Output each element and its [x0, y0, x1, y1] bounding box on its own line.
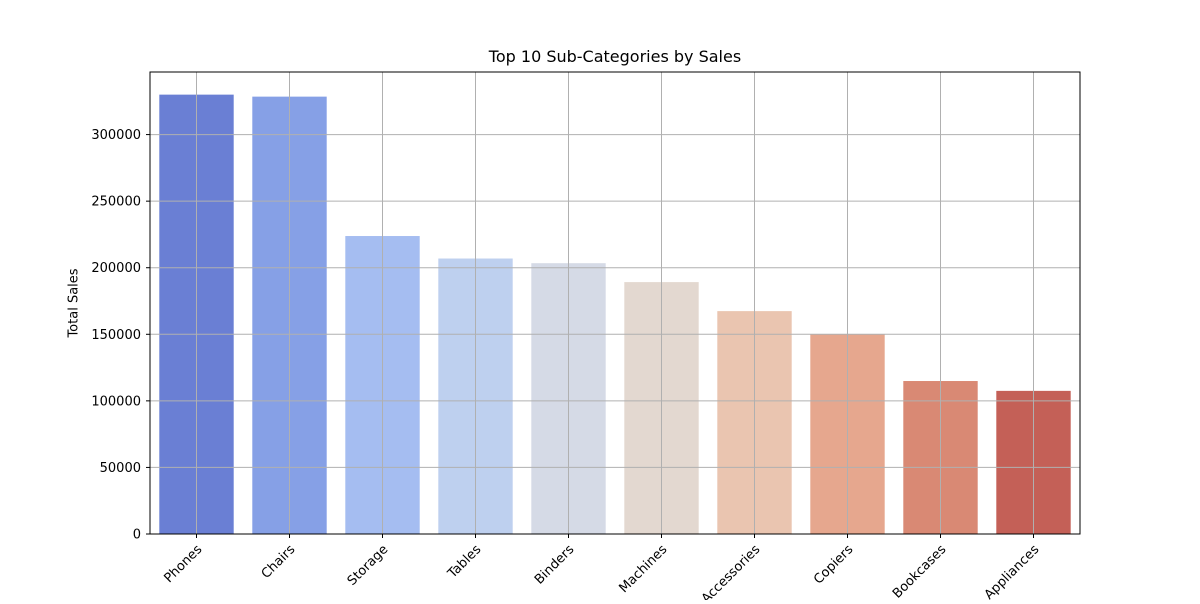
y-tick-label: 150000	[91, 328, 141, 343]
x-tick-label: Machines	[616, 542, 670, 596]
x-tick-label: Copiers	[811, 542, 856, 587]
x-tick-label: Bookcases	[890, 542, 950, 600]
y-tick-label: 100000	[91, 394, 141, 409]
y-tick-label: 50000	[100, 461, 141, 476]
chart-title: Top 10 Sub-Categories by Sales	[488, 47, 742, 66]
x-tick-label: Accessories	[699, 542, 764, 600]
y-tick-label: 250000	[91, 195, 141, 210]
y-tick-label: 200000	[91, 261, 141, 276]
x-tick-label: Appliances	[982, 542, 1043, 600]
x-tick-label: Storage	[345, 542, 392, 589]
y-tick-label: 300000	[91, 128, 141, 143]
y-tick-label: 0	[133, 528, 141, 543]
plot-frame	[149, 71, 1081, 535]
x-tick-label: Tables	[444, 542, 484, 582]
x-tick-label: Binders	[532, 542, 578, 588]
grid-lines	[150, 72, 1080, 534]
x-tick-label: Phones	[161, 542, 205, 586]
x-tick-label: Chairs	[259, 542, 299, 582]
y-axis-label: Total Sales	[66, 268, 82, 338]
